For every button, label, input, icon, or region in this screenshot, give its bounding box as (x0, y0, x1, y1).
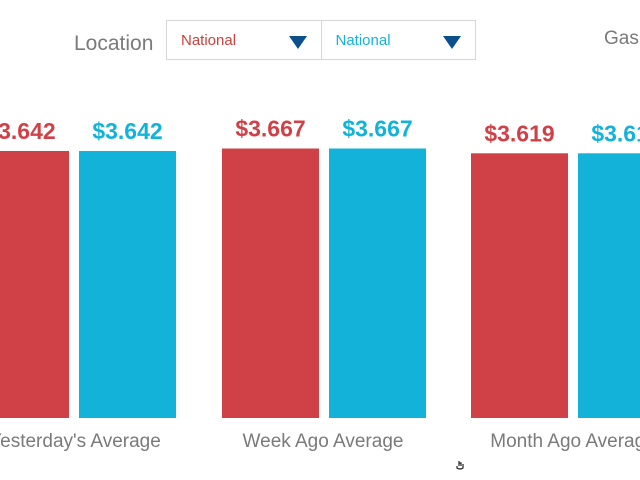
bar-right-2 (578, 153, 640, 419)
bar-left-1 (222, 148, 319, 418)
location-select-left[interactable]: National (167, 21, 321, 59)
bar-right-0 (79, 151, 176, 418)
data-label-right-1: $3.667 (342, 116, 412, 142)
category-label-1: Week Ago Average (243, 431, 404, 452)
bar-right-1 (329, 148, 426, 418)
category-label-0: Yesterday's Average (0, 431, 161, 452)
chevron-down-icon[interactable] (443, 36, 461, 49)
data-label-left-2: $3.619 (484, 120, 554, 146)
bar-left-2 (471, 153, 568, 419)
data-label-left-0: $3.642 (0, 118, 56, 144)
gas-type-label: Gas (604, 28, 639, 49)
data-label-right-0: $3.642 (92, 118, 162, 144)
hand-cursor-icon (456, 461, 464, 470)
chevron-down-icon[interactable] (288, 36, 307, 49)
location-selectors: National National (166, 20, 476, 60)
data-label-left-1: $3.667 (235, 116, 305, 142)
data-label-right-2: $3.619 (591, 120, 640, 146)
bar-left-0 (0, 151, 69, 418)
location-label: Location (74, 32, 154, 55)
location-select-left-value: National (181, 32, 237, 49)
location-select-right[interactable]: National (320, 21, 476, 59)
location-select-right-value: National (335, 32, 391, 49)
category-label-2: Month Ago Average (490, 431, 640, 452)
